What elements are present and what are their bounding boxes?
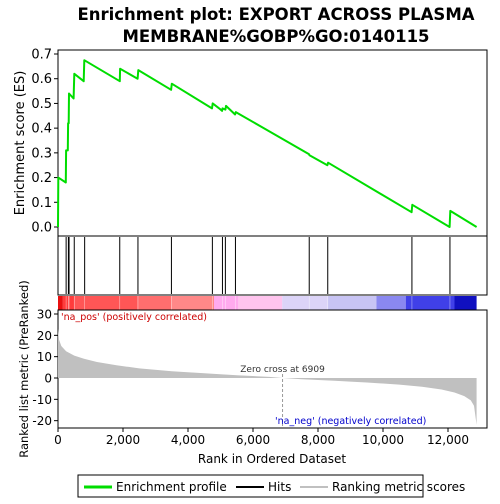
legend-label-hits: Hits [268, 480, 291, 494]
ranked-metric-area [58, 328, 477, 425]
metric-y-axis: -20 -10 0 10 20 30 [32, 308, 58, 428]
hit-markers [65, 237, 451, 294]
enrichment-profile-line [57, 59, 478, 228]
es-y-tick-label: 0.0 [31, 221, 52, 236]
metric-x-tick-label: 0 [54, 433, 62, 447]
metric-y-tick-label: 20 [37, 329, 52, 343]
zero-cross-annotation: Zero cross at 6909 [240, 365, 325, 375]
es-y-tick-label: 0.4 [31, 122, 52, 137]
es-y-tick-label: 0.5 [31, 97, 52, 112]
es-y-tick-label: 0.6 [31, 72, 52, 87]
metric-x-tick-label: 2,000 [106, 433, 140, 447]
metric-x-tick-label: 8,000 [301, 433, 335, 447]
metric-x-tick-label: 4,000 [171, 433, 205, 447]
metric-x-tick-label: 10,000 [362, 433, 404, 447]
legend-label-ranking-metric: Ranking metric scores [332, 480, 465, 494]
colorbar-segment [405, 296, 455, 310]
colorbar-segment [137, 296, 172, 310]
metric-y-tick-label: -20 [32, 414, 52, 428]
es-y-tick-label: 0.1 [31, 196, 52, 211]
colorbar-segment [376, 296, 406, 310]
es-panel-frame [57, 49, 488, 237]
legend-label-enrichment-profile: Enrichment profile [116, 480, 227, 494]
es-y-axis: 0.0 0.1 0.2 0.3 0.4 0.5 0.6 0.7 [31, 48, 58, 236]
metric-y-tick-label: 10 [37, 350, 52, 364]
colorbar-segment [171, 296, 214, 310]
metric-y-tick-label: -10 [32, 393, 52, 407]
es-y-tick-label: 0.2 [31, 171, 52, 186]
legend: Enrichment profile Hits Ranking metric s… [77, 474, 465, 498]
metric-x-axis: 0 2,000 4,000 6,000 8,000 10,000 12,000 [54, 428, 469, 447]
colorbar-segment [74, 296, 138, 310]
colorbar-segment [214, 296, 239, 310]
metric-x-tick-label: 6,000 [236, 433, 270, 447]
metric-y-tick-label: 30 [37, 308, 52, 322]
hits-panel-frame [57, 235, 488, 296]
colorbar-segment [327, 296, 377, 310]
plot-title-line-1: Enrichment plot: EXPORT ACROSS PLASMA [77, 5, 474, 24]
colorbar-segment [58, 296, 63, 310]
metric-panel: -20 -10 0 10 20 30 0 2,000 4,000 6,000 8,000 10,00… [17, 280, 488, 466]
es-y-tick-label: 0.7 [31, 48, 52, 63]
hits-panel [57, 235, 488, 296]
colorbar-segment [238, 296, 283, 310]
es-y-tick-label: 0.3 [31, 146, 52, 161]
metric-x-tick-label: 12,000 [427, 433, 469, 447]
metric-y-tick-label: 0 [44, 372, 52, 386]
colorbar-segment [454, 296, 477, 310]
es-y-axis-label: Enrichment score (ES) [13, 71, 28, 216]
plot-title-line-2: MEMBRANE%GOBP%GO:0140115 [122, 27, 429, 46]
negative-correlation-label: 'na_neg' (negatively correlated) [275, 416, 426, 427]
es-panel: 0.0 0.1 0.2 0.3 0.4 0.5 0.6 0.7 Enrichment scor… [13, 48, 488, 237]
positive-correlation-label: 'na_pos' (positively correlated) [61, 312, 207, 323]
metric-x-axis-label: Rank in Ordered Dataset [198, 452, 346, 466]
colorbar-segment [282, 296, 328, 310]
metric-y-axis-label: Ranked list metric (PreRanked) [17, 280, 31, 458]
rank-colorbar [58, 296, 477, 310]
